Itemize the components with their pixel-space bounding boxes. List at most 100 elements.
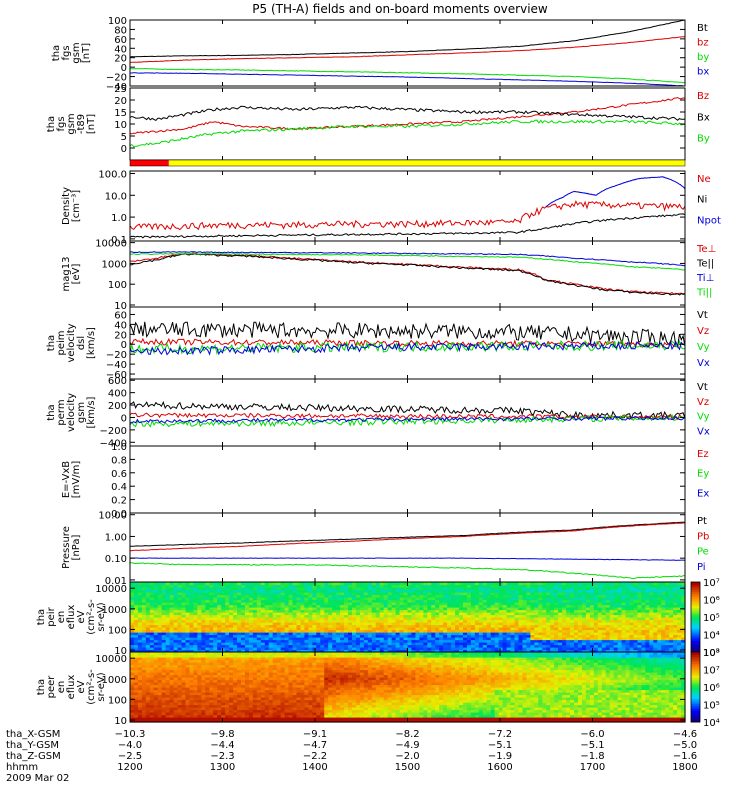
heatmap-cell (213, 707, 218, 711)
heatmap-cell (197, 657, 202, 661)
heatmap-cell (157, 587, 163, 591)
heatmap-cell (522, 604, 528, 608)
heatmap-cell (193, 659, 198, 663)
heatmap-cell (256, 639, 262, 643)
heatmap-cell (506, 617, 512, 621)
heatmap-cell (161, 607, 167, 611)
heatmap-cell (248, 619, 254, 623)
heatmap-cell (177, 664, 183, 668)
heatmap-cell (209, 629, 214, 633)
heatmap-cell (201, 679, 206, 683)
heatmap-cell (133, 659, 139, 663)
heatmap-cell (340, 582, 345, 586)
heatmap-cell (669, 639, 674, 643)
heatmap-cell (256, 609, 262, 613)
series-line-Bt (129, 19, 686, 58)
heatmap-cell (316, 597, 321, 601)
heatmap-cell (141, 644, 147, 648)
heatmap-cell (292, 594, 298, 598)
heatmap-cell (201, 659, 206, 663)
heatmap-cell (502, 634, 508, 638)
heatmap-cell (371, 587, 377, 591)
heatmap-cell (161, 604, 167, 608)
heatmap-cell (213, 684, 218, 688)
heatmap-cell (260, 589, 266, 593)
heatmap-cell (252, 584, 258, 588)
heatmap-cell (296, 639, 302, 643)
heatmap-cell (189, 677, 195, 681)
heatmap-cell (252, 612, 258, 616)
heatmap-cell (157, 652, 163, 656)
series-line-By (129, 119, 686, 148)
heatmap-cell (435, 584, 440, 588)
heatmap-cell (244, 634, 250, 638)
heatmap-cell (399, 644, 405, 648)
heatmap-cell (209, 712, 214, 716)
heatmap-cell (593, 607, 599, 611)
heatmap-cell (641, 639, 646, 643)
heatmap-cell (292, 637, 298, 641)
heatmap-cell (661, 619, 666, 623)
heatmap-cell (577, 584, 583, 588)
heatmap-cell (574, 609, 579, 613)
heatmap-cell (514, 592, 520, 596)
heatmap-cell (161, 684, 167, 688)
heatmap-cell (173, 669, 179, 673)
heatmap-cell (665, 582, 670, 586)
heatmap-cell (161, 654, 167, 658)
heatmap-cell (189, 717, 195, 721)
heatmap-cell (566, 609, 571, 613)
heatmap-cell (391, 614, 397, 618)
heatmap-cell (133, 689, 139, 693)
heatmap-cell (221, 629, 226, 633)
heatmap-cell (447, 587, 452, 591)
heatmap-cell (233, 649, 238, 653)
heatmap-cell (272, 612, 278, 616)
heatmap-cell (629, 604, 635, 608)
heatmap-cell (161, 694, 167, 698)
heatmap-cell (661, 624, 666, 628)
heatmap-cell (617, 644, 623, 648)
heatmap-cell (498, 602, 504, 606)
heatmap-cell (542, 629, 547, 633)
heatmap-cell (637, 627, 642, 631)
ytick-label: 200 (108, 401, 127, 412)
heatmap-cell (530, 597, 535, 601)
heatmap-cell (205, 617, 210, 621)
heatmap-cell (137, 609, 143, 613)
heatmap-cell (601, 587, 607, 591)
heatmap-cell (300, 614, 306, 618)
heatmap-cell (173, 632, 179, 636)
heatmap-cell (470, 599, 476, 603)
heatmap-cell (189, 682, 195, 686)
heatmap-cell (153, 589, 159, 593)
heatmap-cell (629, 594, 635, 598)
heatmap-cell (328, 602, 333, 606)
heatmap-cell (466, 607, 472, 611)
heatmap-cell (387, 642, 393, 646)
heatmap-cell (581, 642, 587, 646)
heatmap-cell (530, 634, 535, 638)
heatmap-cell (284, 609, 290, 613)
heatmap-cell (149, 692, 155, 696)
heatmap-cell (348, 629, 353, 633)
heatmap-cell (137, 719, 143, 723)
heatmap-cell (344, 634, 349, 638)
colorbar-label: 10⁵ (703, 613, 720, 624)
heatmap-cell (153, 614, 159, 618)
heatmap-cell (288, 594, 294, 598)
heatmap-cell (641, 599, 646, 603)
heatmap-cell (185, 692, 191, 696)
heatmap-cell (399, 609, 405, 613)
heatmap-cell (153, 622, 159, 626)
ylabel-line: (cm²-s- (86, 599, 97, 635)
heatmap-cell (617, 614, 623, 618)
heatmap-cell (577, 642, 583, 646)
heatmap-cell (447, 599, 452, 603)
heatmap-cell (177, 642, 183, 646)
heatmap-cell (185, 629, 191, 633)
heatmap-cell (466, 619, 472, 623)
heatmap-cell (197, 717, 202, 721)
heatmap-cell (609, 602, 615, 606)
